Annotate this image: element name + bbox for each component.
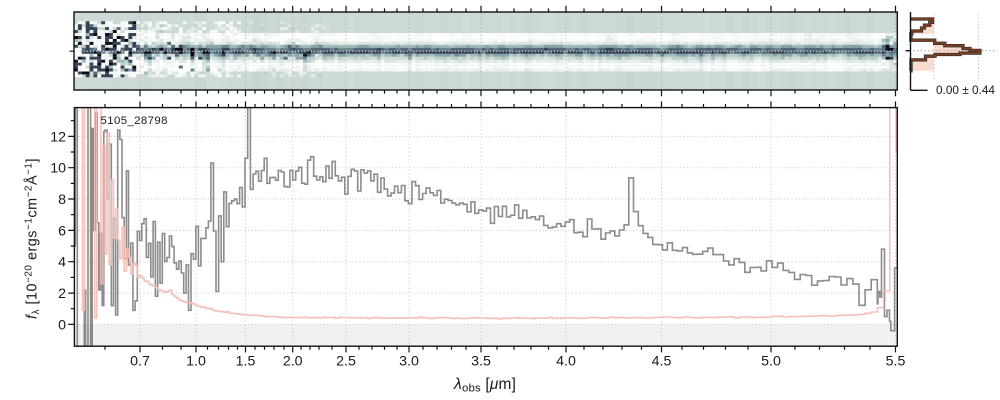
svg-text:fλ [10−20 ergs−1cm−2Å−1]: fλ [10−20 ergs−1cm−2Å−1]	[24, 158, 43, 319]
svg-text:2.0: 2.0	[283, 354, 303, 370]
svg-text:0.7: 0.7	[130, 354, 150, 370]
svg-text:5.5: 5.5	[886, 354, 906, 370]
svg-text:3.5: 3.5	[471, 354, 491, 370]
svg-text:0: 0	[58, 317, 66, 333]
svg-text:4.5: 4.5	[652, 354, 672, 370]
svg-text:3.0: 3.0	[399, 354, 419, 370]
svg-text:2: 2	[58, 286, 66, 302]
svg-text:4: 4	[58, 255, 66, 271]
svg-text:4.0: 4.0	[556, 354, 576, 370]
svg-text:2.5: 2.5	[336, 354, 356, 370]
svg-text:5105_28798: 5105_28798	[101, 115, 168, 127]
svg-text:1.0: 1.0	[186, 354, 206, 370]
svg-text:12: 12	[50, 129, 66, 145]
svg-text:5.0: 5.0	[761, 354, 781, 370]
svg-text:10: 10	[50, 161, 66, 177]
svg-text:1.5: 1.5	[236, 354, 256, 370]
svg-text:8: 8	[58, 192, 66, 208]
svg-text:6: 6	[58, 223, 66, 239]
svg-text:0.00 ± 0.44: 0.00 ± 0.44	[936, 83, 995, 97]
svg-text:λobs [μm]: λobs [μm]	[453, 376, 516, 395]
